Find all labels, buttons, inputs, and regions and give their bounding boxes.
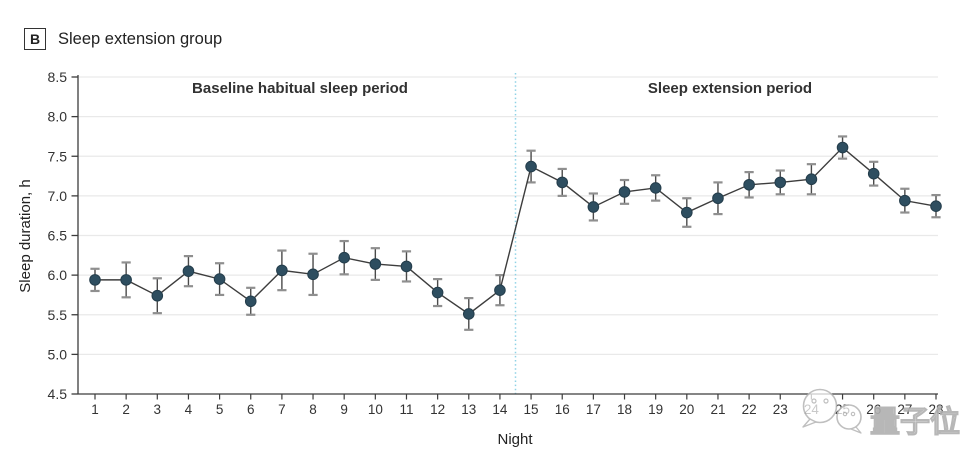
data-point-marker bbox=[836, 141, 849, 154]
panel-title: Sleep extension group bbox=[58, 29, 223, 48]
data-point-marker bbox=[899, 194, 911, 207]
x-tick-label: 2 bbox=[122, 402, 130, 417]
data-point-marker bbox=[681, 206, 693, 219]
data-point-marker bbox=[369, 258, 382, 270]
baseline-period-label: Baseline habitual sleep period bbox=[192, 80, 408, 97]
watermark-text: 量子位 bbox=[870, 405, 960, 439]
data-point-marker bbox=[805, 173, 818, 186]
x-tick-label: 14 bbox=[492, 402, 508, 417]
x-tick-label: 12 bbox=[430, 402, 445, 417]
x-tick-label: 23 bbox=[773, 402, 788, 417]
y-tick-label: 4.5 bbox=[48, 386, 68, 402]
data-point-marker bbox=[151, 289, 164, 302]
x-tick-label: 10 bbox=[368, 402, 383, 417]
data-point-marker bbox=[649, 182, 662, 194]
y-tick-label: 7.0 bbox=[48, 188, 68, 204]
series-line bbox=[95, 146, 937, 315]
data-point-marker bbox=[712, 192, 724, 205]
axes-group: 4.55.05.56.06.57.07.58.08.51 2 3 4 5 6 7 8 9 10 11… bbox=[48, 69, 944, 417]
x-tick-label: 15 bbox=[524, 402, 539, 417]
y-tick-label: 6.5 bbox=[48, 228, 68, 244]
y-tick-label: 8.5 bbox=[48, 69, 68, 85]
x-tick-label: 28 bbox=[928, 402, 943, 417]
gridlines-group bbox=[78, 76, 938, 355]
data-point-marker bbox=[213, 273, 226, 285]
x-tick-label: 9 bbox=[340, 402, 348, 417]
x-tick-label: 3 bbox=[154, 402, 162, 417]
chat-bubbles-icon bbox=[802, 388, 862, 434]
x-tick-label: 5 bbox=[216, 402, 224, 417]
x-tick-label: 21 bbox=[710, 402, 725, 417]
x-tick-label: 16 bbox=[555, 402, 570, 417]
x-axis-title: Night bbox=[497, 431, 533, 448]
y-tick-label: 6.0 bbox=[48, 267, 68, 283]
x-tick-label: 18 bbox=[617, 402, 632, 417]
data-point-marker bbox=[774, 176, 787, 189]
y-tick-label: 7.5 bbox=[48, 148, 68, 164]
data-point-marker bbox=[431, 286, 444, 299]
panel-header: B Sleep extension group bbox=[24, 28, 222, 50]
x-tick-label: 13 bbox=[461, 402, 476, 417]
x-tick-label: 6 bbox=[247, 402, 255, 417]
data-point-marker bbox=[462, 308, 475, 320]
x-tick-label: 7 bbox=[278, 402, 286, 417]
x-tick-label: 4 bbox=[185, 402, 193, 417]
y-tick-label: 5.5 bbox=[48, 307, 68, 323]
data-point-marker bbox=[587, 201, 600, 213]
x-tick-label: 11 bbox=[399, 402, 413, 417]
data-point-marker bbox=[618, 186, 631, 198]
data-point-marker bbox=[276, 264, 288, 277]
data-point-marker bbox=[930, 200, 942, 212]
panel-letter-badge: B bbox=[24, 28, 46, 50]
data-point-marker bbox=[120, 274, 132, 286]
extension-period-label: Sleep extension period bbox=[648, 80, 812, 97]
data-point-marker bbox=[525, 160, 537, 173]
data-point-marker bbox=[556, 176, 569, 189]
data-point-marker bbox=[182, 265, 195, 277]
x-tick-label: 22 bbox=[742, 402, 757, 417]
data-point-marker bbox=[494, 284, 506, 296]
x-tick-label: 17 bbox=[586, 402, 601, 417]
data-point-marker bbox=[244, 295, 257, 308]
y-tick-label: 5.0 bbox=[48, 346, 68, 362]
y-axis-title: Sleep duration, h bbox=[17, 179, 34, 292]
data-series-group bbox=[89, 135, 942, 331]
x-tick-label: 8 bbox=[309, 402, 317, 417]
y-tick-label: 8.0 bbox=[48, 109, 68, 125]
data-point-marker bbox=[867, 167, 880, 180]
x-tick-label: 26 bbox=[866, 402, 881, 417]
x-tick-label: 20 bbox=[679, 402, 694, 417]
data-point-marker bbox=[338, 251, 350, 264]
data-point-marker bbox=[400, 260, 413, 273]
watermark: 量子位 bbox=[802, 388, 961, 440]
data-point-marker bbox=[89, 274, 101, 286]
data-point-marker bbox=[307, 268, 319, 281]
data-point-marker bbox=[743, 178, 755, 191]
x-tick-label: 19 bbox=[648, 402, 663, 417]
x-tick-label: 27 bbox=[897, 402, 912, 417]
x-tick-label: 1 bbox=[91, 402, 99, 417]
